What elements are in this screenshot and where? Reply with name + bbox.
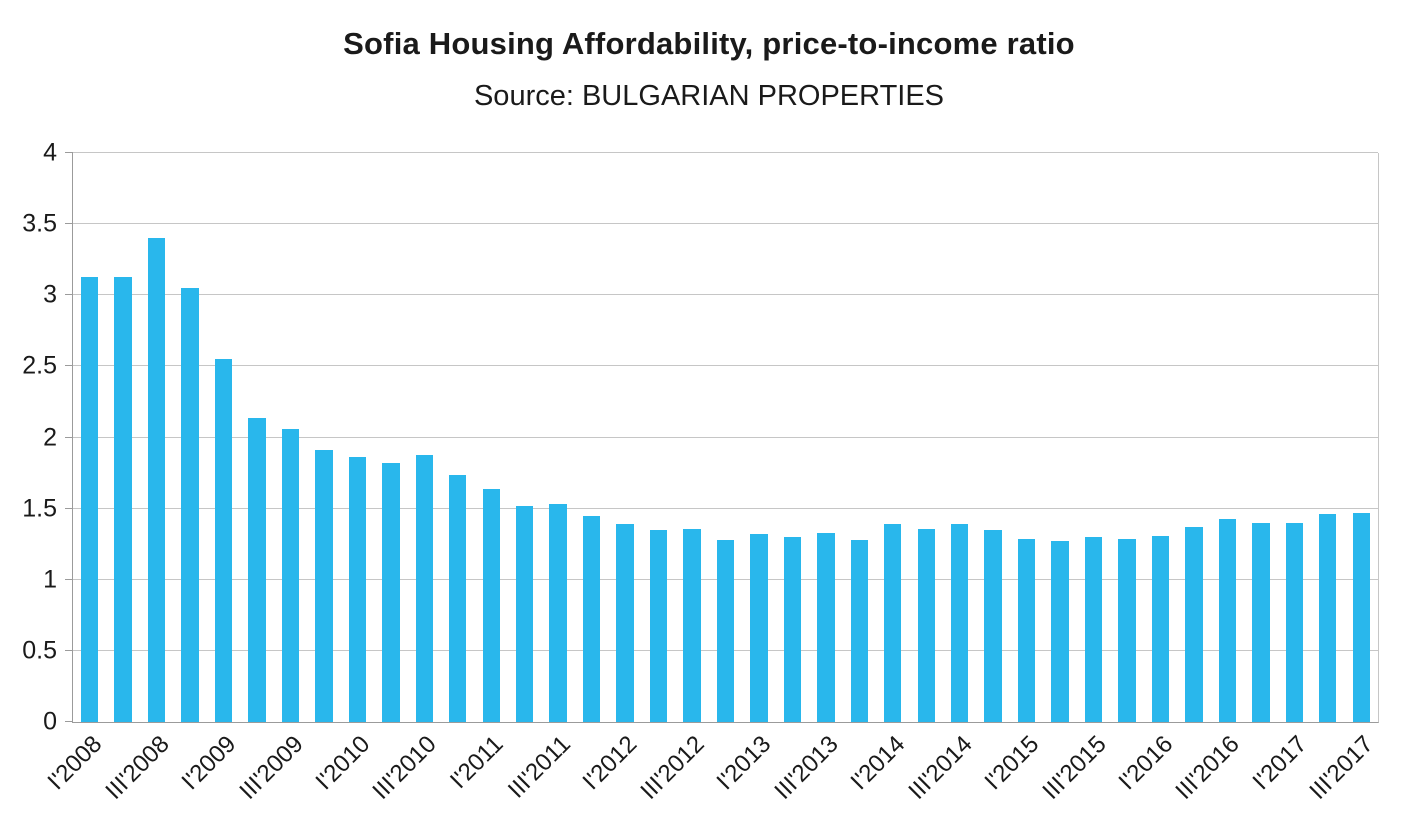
y-axis-tick xyxy=(65,578,73,580)
x-axis-label: III'2012 xyxy=(635,730,710,805)
bar xyxy=(716,539,735,722)
y-axis-label: 3.5 xyxy=(22,209,57,238)
bar xyxy=(884,524,902,722)
bar xyxy=(1084,537,1103,722)
bar xyxy=(683,528,701,722)
plot-area: 0 0.5 1 1.5 2 2.5 3 3.5 4 I'2008 III'2008 I'2009 II… xyxy=(22,140,1379,805)
chart-title: Sofia Housing Affordability, price-to-in… xyxy=(343,26,1075,61)
bar xyxy=(549,504,567,722)
bar xyxy=(482,488,500,722)
bar xyxy=(516,505,534,722)
x-axis-label: I'2015 xyxy=(979,730,1045,796)
bar xyxy=(81,276,99,722)
y-axis-label: 2 xyxy=(43,423,57,451)
y-axis-tick xyxy=(65,721,73,722)
gridline xyxy=(73,436,1378,438)
bar xyxy=(817,532,835,722)
x-axis-label: I'2016 xyxy=(1113,730,1179,796)
gridline xyxy=(73,365,1378,367)
bar xyxy=(750,534,768,722)
bar xyxy=(1218,518,1237,722)
gridline xyxy=(73,294,1378,296)
bar xyxy=(582,515,601,722)
y-axis-tick xyxy=(65,649,73,651)
x-axis-label: III'2011 xyxy=(502,730,576,804)
x-axis-label: III'2009 xyxy=(233,730,309,805)
x-axis-labels: I'2008 III'2008 I'2009 III'2009 I'2010 III'20… xyxy=(43,722,1379,840)
y-axis-label: 4 xyxy=(43,138,57,167)
bar xyxy=(281,428,300,722)
x-axis-label: I'2012 xyxy=(578,730,643,796)
bar xyxy=(382,463,400,722)
y-axis-label: 3 xyxy=(43,280,57,309)
x-axis-label: III'2015 xyxy=(1037,730,1112,805)
y-axis-tick xyxy=(65,436,73,438)
bar xyxy=(917,528,935,722)
y-axis-label: 0.5 xyxy=(22,636,57,665)
bar xyxy=(1352,512,1370,722)
bar xyxy=(181,288,199,722)
bar xyxy=(1151,535,1170,722)
x-axis-label: I'2008 xyxy=(42,730,108,796)
chart-subtitle: Source: BULGARIAN PROPERTIES xyxy=(473,80,945,112)
bar xyxy=(984,529,1002,722)
y-axis-tick xyxy=(65,365,73,367)
bar xyxy=(248,417,266,722)
x-axis-label: I'2017 xyxy=(1247,730,1313,796)
x-axis-label: I'2011 xyxy=(445,730,509,795)
bar xyxy=(114,276,132,722)
bar xyxy=(1051,541,1069,722)
bar xyxy=(1252,522,1270,722)
bar xyxy=(1118,538,1136,722)
gridline xyxy=(73,507,1378,509)
x-axis-label: III'2013 xyxy=(769,730,844,805)
bar xyxy=(951,524,969,722)
bar xyxy=(449,474,467,722)
bar xyxy=(415,454,434,722)
x-axis-label: I'2013 xyxy=(711,730,777,796)
bar xyxy=(783,537,802,722)
y-axis-tick xyxy=(65,294,73,296)
y-axis-tick xyxy=(65,152,73,153)
bar xyxy=(850,539,869,722)
bar xyxy=(1285,522,1304,722)
x-axis-label: I'2010 xyxy=(310,730,376,796)
y-axis-label: 2.5 xyxy=(22,351,57,380)
bar xyxy=(649,529,668,722)
x-axis-label: I'2009 xyxy=(176,730,242,796)
bar xyxy=(1185,527,1203,722)
bar xyxy=(1319,514,1337,722)
y-axis-tick xyxy=(65,507,73,509)
y-axis-label: 0 xyxy=(43,707,57,736)
x-axis-label: III'2017 xyxy=(1304,730,1379,805)
bar xyxy=(214,359,233,722)
y-axis-tick xyxy=(65,223,73,225)
bar xyxy=(147,238,166,722)
bar xyxy=(1017,538,1036,722)
y-axis-label: 1 xyxy=(43,565,57,594)
x-axis-label: III'2016 xyxy=(1170,730,1246,805)
x-axis-label: III'2010 xyxy=(367,730,443,805)
gridline xyxy=(73,223,1378,225)
x-axis-label: III'2008 xyxy=(100,730,175,805)
x-axis-label: I'2014 xyxy=(845,730,911,796)
bar xyxy=(315,450,333,722)
x-axis-label: III'2014 xyxy=(903,730,978,805)
gridline xyxy=(73,152,1378,153)
y-axis-label: 1.5 xyxy=(22,494,57,523)
bar xyxy=(616,524,634,722)
bar xyxy=(348,457,367,722)
bars-layer xyxy=(73,153,1378,722)
